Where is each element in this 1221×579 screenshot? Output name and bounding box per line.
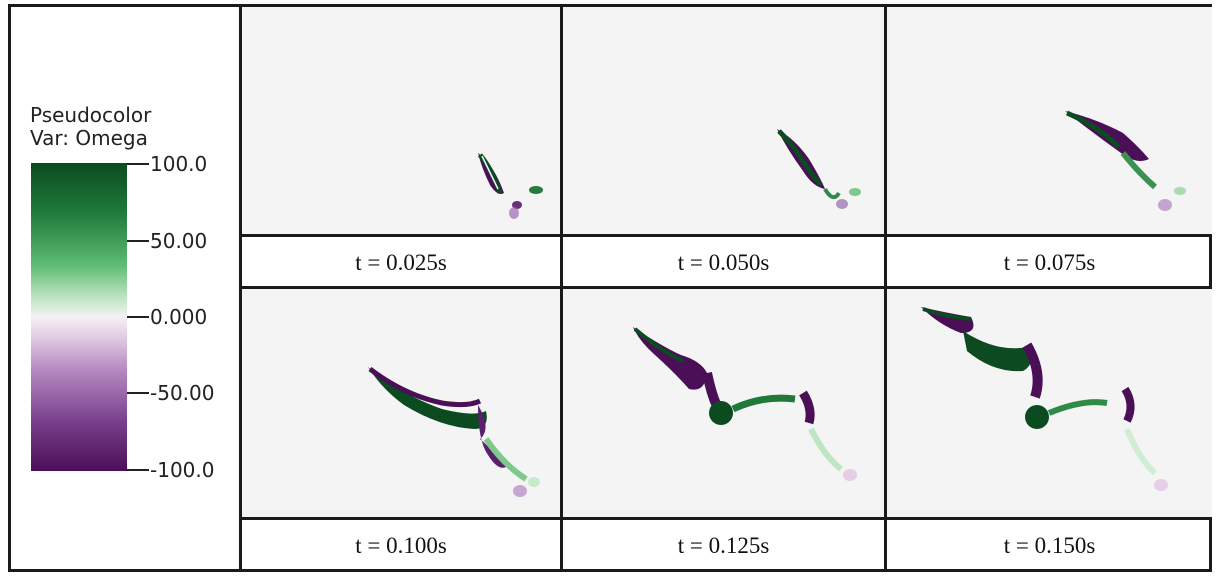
vorticity-field-image [633, 327, 857, 481]
panel-caption: t = 0.150s [1003, 533, 1096, 558]
divider [239, 286, 1212, 289]
vorticity-field-image [921, 307, 1168, 491]
panel-caption: t = 0.075s [1003, 250, 1096, 275]
simulation-panel-5 [563, 289, 884, 517]
colorbar-tick [127, 392, 149, 394]
panel-caption: t = 0.025s [355, 250, 447, 275]
panel-caption: t = 0.100s [355, 533, 447, 558]
colorbar-tick [127, 163, 149, 165]
colorbar-tick-label: 50.00 [150, 229, 208, 253]
colorbar-tick [127, 316, 149, 318]
divider [239, 517, 1212, 520]
legend-variable: Var: Omega [30, 126, 148, 150]
simulation-panel-1 [242, 7, 560, 234]
simulation-panel-6 [887, 289, 1212, 517]
colorbar-tick [127, 469, 149, 471]
simulation-panel-3 [887, 7, 1212, 234]
vorticity-field-image [777, 129, 861, 209]
colorbar-tick [127, 240, 149, 242]
panel-caption: t = 0.050s [677, 250, 770, 275]
colorbar-tick-label: -100.0 [150, 458, 215, 482]
divider [239, 234, 1212, 237]
colorbar-tick-label: -50.00 [150, 381, 215, 405]
colorbar-tick-label: 100.0 [150, 152, 208, 176]
simulation-panel-4 [242, 289, 560, 517]
colorbar-tick-label: 0.000 [150, 305, 208, 329]
panel-caption: t = 0.125s [677, 533, 770, 558]
vorticity-field-image [478, 153, 543, 219]
simulation-panel-2 [563, 7, 884, 234]
vorticity-field-image [1065, 110, 1186, 211]
colorbar [31, 163, 127, 471]
legend-title: Pseudocolor [30, 103, 152, 127]
vorticity-field-image [368, 367, 540, 497]
